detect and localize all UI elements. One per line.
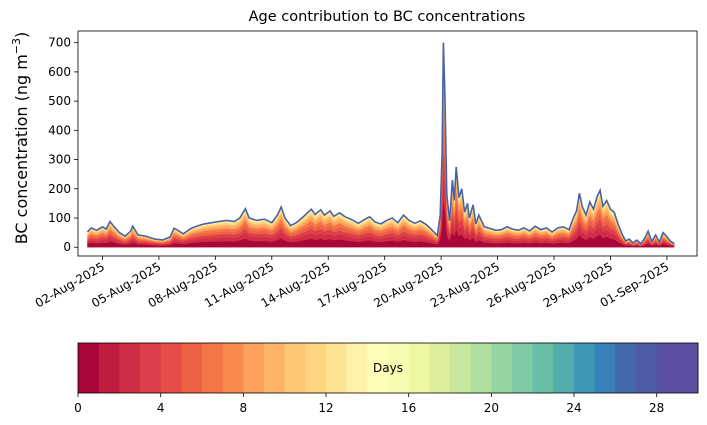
y-tick-label: 400 xyxy=(48,123,71,137)
colorbar-cell xyxy=(656,343,678,393)
colorbar-tick-label: 12 xyxy=(318,401,333,415)
colorbar-cells xyxy=(78,343,699,393)
colorbar-cell xyxy=(202,343,224,393)
y-axis: 0 100 200 300 400 500 600 700 xyxy=(48,36,78,254)
x-axis: 02-Aug-202505-Aug-202508-Aug-202511-Aug-… xyxy=(33,256,671,310)
colorbar-cell xyxy=(388,343,410,393)
colorbar-ticks: 0 4 8 12 16 20 24 28 xyxy=(74,393,664,415)
colorbar-tick-label: 8 xyxy=(240,401,248,415)
colorbar-cell xyxy=(574,343,596,393)
colorbar-cell xyxy=(326,343,348,393)
colorbar-cell xyxy=(594,343,616,393)
y-tick-label: 700 xyxy=(48,36,71,50)
y-axis-label: BC concentration (ng m−3) xyxy=(10,32,31,245)
plot-frame xyxy=(77,30,698,257)
chart-title: Age contribution to BC concentrations xyxy=(249,9,526,25)
plot-area xyxy=(77,30,698,257)
colorbar-cell xyxy=(222,343,244,393)
colorbar-cell xyxy=(78,343,100,393)
colorbar-cell xyxy=(615,343,637,393)
colorbar-cell xyxy=(677,343,699,393)
y-tick-label: 0 xyxy=(63,240,71,254)
colorbar-cell xyxy=(305,343,327,393)
colorbar-cell xyxy=(532,343,554,393)
colorbar-cell xyxy=(181,343,203,393)
colorbar-cell xyxy=(429,343,451,393)
colorbar-cell xyxy=(140,343,162,393)
colorbar-tick-label: 24 xyxy=(566,401,581,415)
colorbar-cell xyxy=(346,343,368,393)
colorbar-tick-label: 4 xyxy=(157,401,165,415)
colorbar-cell xyxy=(512,343,534,393)
colorbar-cell xyxy=(243,343,265,393)
colorbar-cell xyxy=(470,343,492,393)
colorbar-frame xyxy=(77,342,699,394)
colorbar-cell xyxy=(367,343,389,393)
y-tick-label: 600 xyxy=(48,65,71,79)
colorbar-cell xyxy=(119,343,141,393)
colorbar-cell xyxy=(408,343,430,393)
colorbar-cell xyxy=(450,343,472,393)
age-band-area-7 xyxy=(87,75,675,248)
colorbar-tick-label: 28 xyxy=(649,401,664,415)
bc-age-contribution-chart: 0 100 200 300 400 500 600 700 02-Aug-202505-Aug… xyxy=(10,9,698,310)
colorbar-cell xyxy=(264,343,286,393)
colorbar-cell xyxy=(553,343,575,393)
colorbar-label: Days xyxy=(373,361,403,375)
colorbar-cell xyxy=(160,343,182,393)
colorbar-cell xyxy=(491,343,513,393)
age-band-area-2 xyxy=(87,173,675,248)
y-tick-label: 100 xyxy=(48,211,71,225)
age-band-area-1 xyxy=(87,202,675,248)
colorbar-cell xyxy=(98,343,120,393)
colorbar-cell xyxy=(636,343,658,393)
total-bc-line xyxy=(86,42,675,245)
y-tick-label: 300 xyxy=(48,153,71,167)
y-tick-label: 200 xyxy=(48,182,71,196)
y-tick-label: 500 xyxy=(48,94,71,108)
colorbar-cell xyxy=(284,343,306,393)
colorbar-tick-label: 20 xyxy=(484,401,499,415)
colorbar-tick-label: 16 xyxy=(401,401,416,415)
colorbar-tick-label: 0 xyxy=(74,401,82,415)
